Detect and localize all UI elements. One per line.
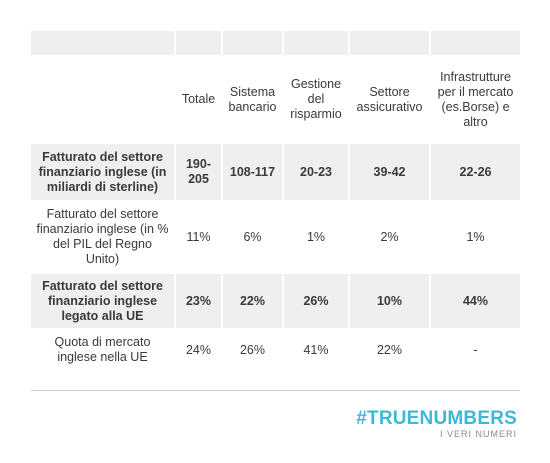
row-label: Quota di mercato inglese nella UE	[31, 330, 176, 370]
cell-value: 23%	[176, 274, 223, 328]
brand-logo: #TRUENUMBERS I VERI NUMERI	[356, 409, 517, 440]
header-cell-sistema-bancario: Sistema bancario	[223, 57, 284, 142]
table-top-bar	[31, 31, 520, 57]
row-label: Fatturato del settore finanziario ingles…	[31, 144, 176, 200]
cell-value: 1%	[466, 229, 485, 244]
footer-divider	[31, 390, 520, 391]
header-cell-empty	[31, 57, 176, 142]
cell-value: 26%	[223, 330, 284, 370]
row-label: Fatturato del settore finanziario ingles…	[31, 202, 176, 272]
cell-value: 108-117	[223, 144, 284, 200]
table-row: Fatturato del settore finanziario ingles…	[31, 202, 520, 274]
table-header-row: Totale Sistema bancario Gestione del ris…	[31, 57, 520, 144]
cell-value: 41%	[284, 330, 350, 370]
cell-value: 26%	[284, 274, 350, 328]
header-cell-gestione-risparmio: Gestione del risparmio	[284, 57, 350, 142]
cell-value: 6%	[223, 202, 284, 272]
table-row: Fatturato del settore finanziario ingles…	[31, 144, 520, 202]
cell-value: 2%	[350, 202, 431, 272]
cell-value: -	[473, 342, 478, 357]
brand-tagline: I VERI NUMERI	[439, 429, 517, 439]
table-row: Fatturato del settore finanziario ingles…	[31, 274, 520, 330]
table-row: Quota di mercato inglese nella UE 24% 26…	[31, 330, 520, 372]
cell-value: 22%	[350, 330, 431, 370]
data-table: Totale Sistema bancario Gestione del ris…	[31, 31, 520, 372]
header-cell-settore-assicurativo: Settore assicurativo	[350, 57, 431, 142]
brand-name: #TRUENUMBERS	[356, 408, 517, 429]
cell-value: 190-205	[176, 144, 223, 200]
cell-value: 1%	[284, 202, 350, 272]
header-cell-totale: Totale	[176, 57, 223, 142]
cell-value: 22-26	[431, 144, 520, 200]
row-label: Fatturato del settore finanziario ingles…	[31, 274, 176, 328]
cell-value: 39-42	[350, 144, 431, 200]
cell-value: 22%	[223, 274, 284, 328]
cell-value: 10%	[350, 274, 431, 328]
header-cell-infrastrutture: Infrastrutture per il mercato (es.Borse)…	[437, 69, 514, 129]
cell-value: 24%	[176, 330, 223, 370]
cell-value: 11%	[176, 202, 223, 272]
cell-value: 44%	[431, 274, 520, 328]
cell-value: 20-23	[284, 144, 350, 200]
